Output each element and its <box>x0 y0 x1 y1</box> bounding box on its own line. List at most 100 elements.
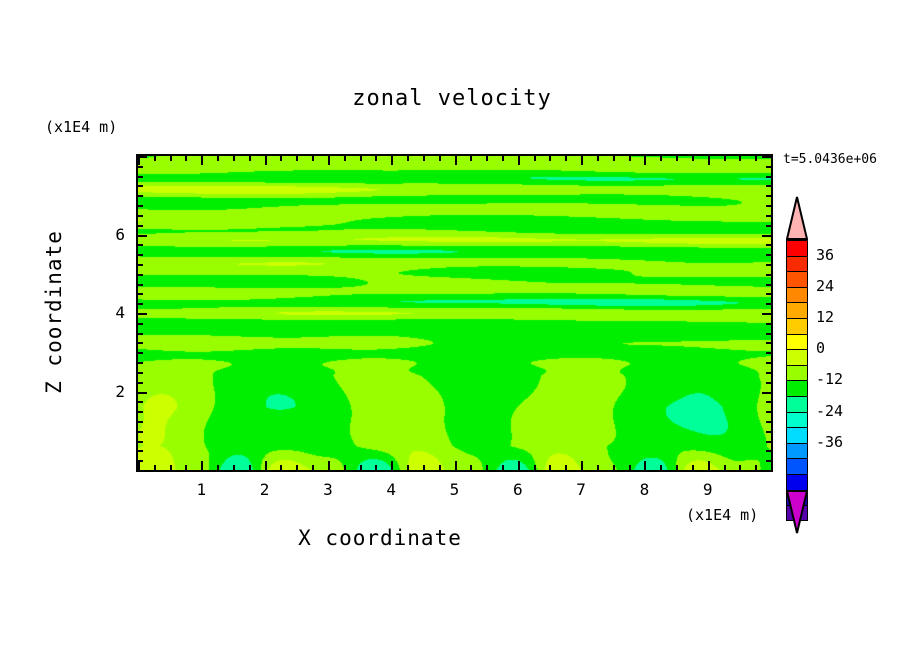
y-tick <box>766 440 771 443</box>
colorbar <box>786 240 808 521</box>
x-tick <box>771 461 773 470</box>
y-tick <box>138 156 147 158</box>
x-tick <box>739 465 742 470</box>
x-tick <box>217 156 220 161</box>
x-tick <box>723 156 726 161</box>
x-tick <box>707 461 710 470</box>
y-tick <box>138 175 143 178</box>
y-tick <box>138 263 143 266</box>
y-tick <box>762 470 771 472</box>
x-tick <box>707 156 710 165</box>
chart-title: zonal velocity <box>352 86 552 111</box>
colorbar-band <box>786 240 808 256</box>
x-tick <box>644 156 647 165</box>
y-tick <box>766 175 771 178</box>
y-tick <box>766 214 771 217</box>
y-tick <box>138 185 143 188</box>
x-tick <box>691 465 694 470</box>
colorbar-band <box>786 317 808 334</box>
x-tick-label: 3 <box>323 480 333 499</box>
y-tick <box>138 273 143 276</box>
y-tick <box>138 342 143 345</box>
x-tick <box>153 465 156 470</box>
colorbar-tick-label: 24 <box>816 276 835 295</box>
y-tick <box>138 440 143 443</box>
colorbar-tick-label: 0 <box>816 339 826 358</box>
colorbar-band <box>786 271 808 287</box>
y-tick <box>762 313 771 315</box>
y-tick-label: 4 <box>115 303 125 322</box>
x-tick <box>549 465 552 470</box>
x-axis-unit-label: (x1E4 m) <box>686 506 759 524</box>
x-tick <box>264 156 267 165</box>
x-tick <box>470 156 473 161</box>
x-tick <box>375 156 378 161</box>
y-tick <box>138 313 147 315</box>
y-tick <box>138 420 143 423</box>
x-tick <box>327 156 330 165</box>
x-tick <box>438 156 441 161</box>
y-tick <box>766 244 771 247</box>
y-tick <box>766 430 771 433</box>
x-tick <box>296 465 299 470</box>
x-tick <box>407 465 410 470</box>
x-tick <box>422 465 425 470</box>
y-tick <box>138 224 143 227</box>
y-tick <box>138 460 143 463</box>
x-tick <box>517 156 520 165</box>
colorbar-band <box>786 286 808 303</box>
y-tick <box>766 352 771 355</box>
x-tick <box>723 465 726 470</box>
x-tick <box>771 156 773 165</box>
y-tick <box>138 450 143 453</box>
x-tick <box>422 156 425 161</box>
x-tick <box>486 465 489 470</box>
x-tick <box>533 156 536 161</box>
y-tick <box>762 234 771 237</box>
y-tick <box>138 165 143 168</box>
x-tick <box>296 156 299 161</box>
x-tick <box>391 156 394 165</box>
x-tick <box>359 156 362 161</box>
x-tick <box>660 465 663 470</box>
x-tick <box>138 461 140 470</box>
x-tick-label: 2 <box>259 480 270 499</box>
colorbar-band <box>786 302 808 318</box>
x-tick-label: 4 <box>386 480 396 499</box>
x-tick <box>581 156 584 165</box>
x-tick <box>565 156 568 161</box>
x-tick <box>755 156 758 161</box>
x-tick <box>201 156 204 165</box>
colorbar-tick-label: -24 <box>816 401 844 420</box>
x-tick <box>280 156 283 161</box>
colorbar-band <box>786 442 808 459</box>
y-tick <box>766 254 771 257</box>
colorbar-band <box>786 395 808 412</box>
y-tick <box>138 381 143 384</box>
x-tick <box>327 461 330 470</box>
colorbar-under-arrow <box>786 490 808 534</box>
colorbar-band <box>786 255 808 272</box>
colorbar-band <box>786 380 808 396</box>
colorbar-band <box>786 411 808 428</box>
y-tick <box>138 332 143 335</box>
timestamp-label: t=5.0436e+06 <box>783 152 877 167</box>
x-tick-label: 8 <box>639 480 650 499</box>
x-tick <box>755 465 758 470</box>
y-tick <box>766 401 771 404</box>
x-tick <box>596 465 599 470</box>
x-tick <box>612 156 615 161</box>
x-tick <box>628 465 631 470</box>
colorbar-tick-label: -36 <box>816 432 844 451</box>
colorbar-band <box>786 473 808 490</box>
x-tick <box>454 461 457 470</box>
x-tick <box>612 465 615 470</box>
colorbar-band <box>786 364 808 381</box>
y-tick <box>766 420 771 423</box>
x-tick <box>596 156 599 161</box>
x-tick <box>438 465 441 470</box>
colorbar-band <box>786 427 808 443</box>
y-tick <box>766 371 771 374</box>
x-axis-title: X coordinate <box>298 526 462 550</box>
y-tick <box>762 391 771 394</box>
